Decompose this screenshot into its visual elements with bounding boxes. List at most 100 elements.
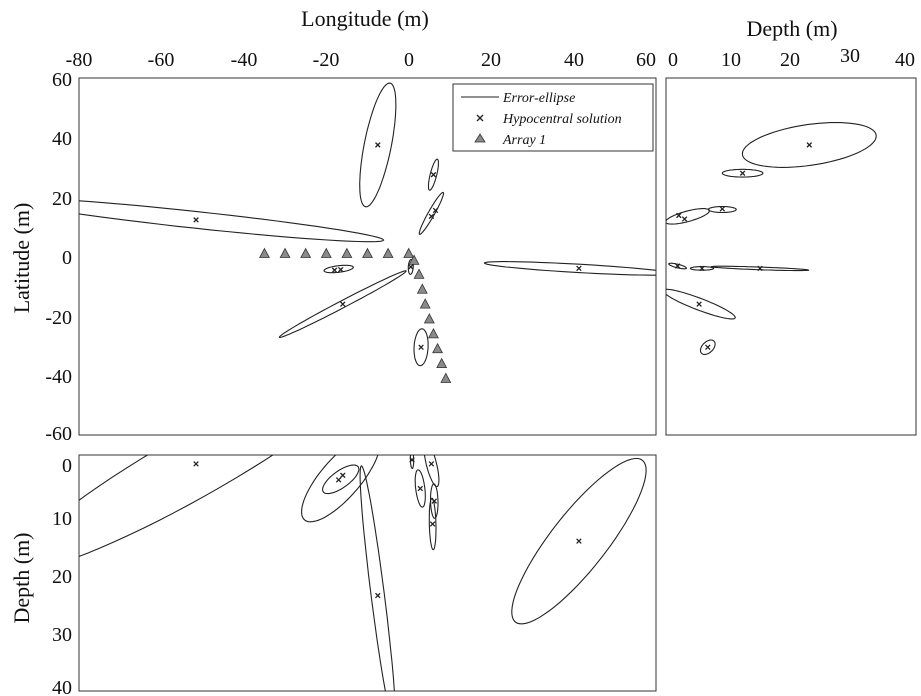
hypocentral-solution-marker (375, 592, 381, 599)
error-ellipse (323, 264, 354, 274)
map-panel-frame (78, 77, 657, 436)
tick-label: 10 (721, 49, 741, 71)
hypocentral-solution-marker (193, 461, 199, 467)
tick-label: 10 (52, 508, 72, 530)
depth-x-ticks: 0 10 20 30 40 (668, 45, 915, 71)
hypocentral-solution-marker (408, 264, 414, 270)
hypocentral-solution-marker (193, 217, 199, 223)
hypocentral-solution-marker (431, 498, 438, 504)
hypocentral-solution-marker (417, 485, 424, 492)
bottom-panel-frame (78, 454, 657, 692)
error-ellipse (428, 497, 437, 551)
map-y-axis-title: Latitude (m) (9, 203, 34, 314)
tick-label: 40 (895, 49, 915, 71)
array-1-sensor (382, 247, 394, 258)
error-ellipse (666, 288, 736, 320)
tick-label: -20 (313, 49, 340, 71)
bottom-y-ticks: 0 10 20 30 40 (52, 455, 72, 696)
hypocentral-solution-marker (676, 212, 682, 219)
hypocentral-solution-marker (331, 267, 338, 273)
array-1-sensor (423, 313, 435, 324)
hypocentral-solution-marker (806, 142, 813, 148)
hypocentral-solution-marker (696, 301, 702, 307)
tick-label: -60 (148, 49, 175, 71)
legend-box (452, 83, 654, 152)
error-ellipse (511, 457, 647, 625)
error-ellipse (409, 455, 415, 469)
hypocentral-solution-marker (739, 170, 746, 176)
error-ellipse (689, 266, 715, 271)
tick-label: -80 (66, 49, 93, 71)
array-1-sensor (408, 254, 420, 265)
tick-label: 60 (636, 49, 656, 71)
legend-label-array-1: Array 1 (502, 133, 546, 148)
hypocentral-solution-marker (418, 344, 424, 350)
array-1-sensor (362, 247, 373, 258)
legend-label-hypocentral-solution: Hypocentral solution (502, 112, 622, 127)
hypocentral-solution-marker (428, 213, 435, 220)
tick-label: 30 (840, 45, 860, 67)
tick-label: 20 (52, 566, 72, 588)
map-x-axis-title: Longitude (m) (301, 6, 429, 31)
hypocentral-solution-marker (681, 216, 688, 222)
depth-x-axis-title: Depth (m) (746, 16, 837, 41)
tick-label: 40 (564, 49, 584, 71)
legend: Error-ellipse Hypocentral solution Array… (452, 83, 654, 152)
map-y-ticks: 60 40 20 0 -20 -40 -60 (45, 69, 72, 445)
tick-label: 0 (668, 49, 678, 71)
error-ellipse (414, 469, 426, 508)
tick-label: -40 (45, 366, 72, 388)
array-1-sensor (279, 247, 291, 258)
error-ellipse (699, 339, 716, 355)
legend-triangle-marker (474, 133, 486, 143)
error-ellipse (668, 262, 688, 270)
error-ellipse (301, 455, 379, 523)
bottom-y-axis-title: Depth (m) (9, 532, 34, 623)
error-ellipse (721, 168, 764, 178)
hypocentral-solution-marker (705, 344, 711, 350)
tick-label: 0 (404, 49, 414, 71)
hypocentral-solution-marker (432, 207, 439, 214)
error-ellipse (418, 191, 445, 235)
tick-label: 60 (52, 69, 72, 91)
hypocentral-solution-marker (340, 472, 346, 479)
tick-label: 20 (780, 49, 800, 71)
tick-label: -40 (231, 49, 258, 71)
longitude-depth-plot-area (79, 455, 647, 691)
hypocentral-solution-marker (337, 266, 344, 273)
hypocentral-solution-marker (429, 521, 436, 527)
tick-label: 0 (62, 455, 72, 477)
hypocentral-solution-marker (409, 457, 415, 463)
depth-panel-frame (665, 77, 917, 436)
legend-x-marker (476, 114, 484, 122)
tick-label: 40 (52, 677, 72, 696)
hypocentral-solution-marker (719, 206, 726, 212)
array-1-sensor (258, 247, 270, 258)
tick-label: 20 (481, 49, 501, 71)
error-ellipse (707, 205, 737, 214)
array-1-sensor (419, 298, 431, 309)
array-1-sensor (432, 342, 444, 354)
error-ellipse (666, 208, 710, 225)
array-1-sensor (320, 247, 332, 258)
hypocentral-solution-marker (340, 301, 346, 307)
array-1-sensor (440, 372, 452, 383)
depth-latitude-plot-area (666, 121, 877, 355)
error-ellipse (429, 483, 439, 519)
array-1-sensor (403, 247, 415, 258)
error-ellipse (483, 261, 656, 276)
tick-label: 30 (52, 624, 72, 646)
error-ellipse (413, 328, 429, 367)
error-ellipse (359, 82, 397, 208)
error-ellipse (710, 265, 810, 272)
error-ellipse (423, 455, 440, 488)
hypocentral-solution-marker (576, 538, 582, 544)
array-1-sensor (436, 357, 448, 369)
hypocentral-solution-marker (674, 263, 681, 269)
array-1-sensor (427, 328, 439, 339)
error-ellipse (359, 465, 395, 691)
hypocentral-solution-marker (375, 142, 381, 148)
hypocentral-solution-marker (699, 265, 705, 272)
tick-label: 20 (52, 188, 72, 210)
